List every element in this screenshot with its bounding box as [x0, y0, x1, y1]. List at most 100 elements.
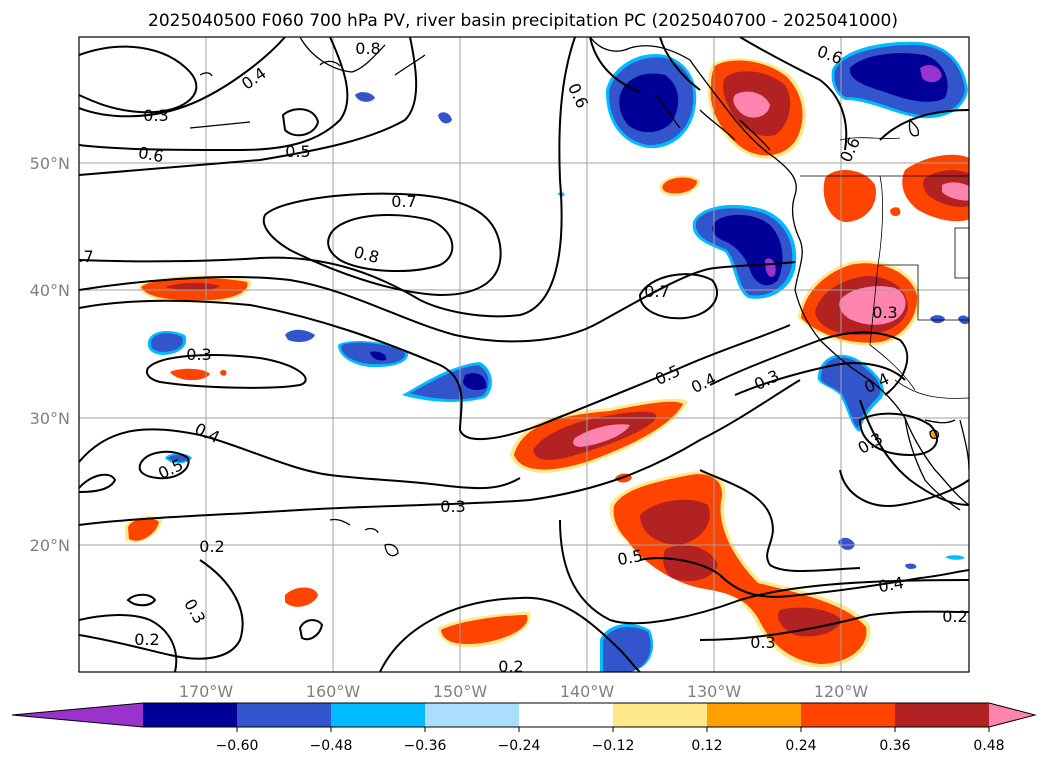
lat-label: 50°N: [30, 154, 70, 173]
colorbar-swatch: [613, 703, 708, 727]
shade-positive-11: [902, 154, 969, 222]
contour-label: 0.2: [942, 607, 967, 626]
contour-0.4-e: [699, 469, 861, 572]
colorbar-tick-label: −0.12: [592, 738, 635, 754]
lat-label: 30°N: [30, 409, 70, 428]
contour-0.6-b: [79, 261, 796, 343]
lat-label: 40°N: [30, 281, 70, 300]
contour-0.5-c: [79, 299, 791, 441]
contour-0.5-e: [79, 473, 117, 493]
contour-label: 0.7: [391, 192, 416, 211]
colorbar-tick-label: 0.48: [973, 738, 1004, 754]
colorbar-tick-label: 0.24: [785, 738, 816, 754]
colorbar-outline: [11, 702, 1037, 728]
colorbar-swatch: [801, 703, 896, 727]
contour-0.3-g: [126, 593, 157, 607]
contour-label: 0.3: [186, 345, 211, 364]
pv-contours: [79, 37, 969, 672]
contour-0.3-f: [79, 559, 244, 660]
contour-label: .7: [78, 247, 93, 266]
shade-positive-4: [285, 587, 318, 607]
shade-negative-7: [605, 54, 697, 149]
shade-positive-5: [438, 612, 531, 648]
contour-0.2-b: [699, 610, 969, 641]
contour-label: 0.7: [644, 282, 669, 301]
contour-0.3-b: [145, 354, 307, 389]
contour-label: 0.2: [134, 630, 159, 649]
contour-0.2-c: [79, 614, 178, 672]
shade-positive-6: [510, 398, 688, 473]
contour-0.7-a: [262, 192, 502, 297]
colorbar-swatch: [425, 703, 520, 727]
shade-negative-11: [600, 623, 654, 672]
shade-negative-10: [817, 354, 884, 432]
lon-label: 150°W: [433, 682, 488, 701]
contour-0.6-c: [879, 109, 969, 141]
political-borders: [800, 137, 969, 399]
lon-label: 120°W: [814, 682, 869, 701]
contour-0.6-a: [79, 37, 418, 176]
colorbar-tick-label: −0.60: [216, 738, 259, 754]
colorbar-swatch: [519, 703, 614, 727]
lon-label: 170°W: [179, 682, 234, 701]
contour-0.5-d: [138, 450, 190, 480]
shade-positive-2: [170, 368, 210, 381]
shade-positive-7: [609, 471, 871, 668]
shade-positive-3: [125, 515, 162, 543]
colorbar-tick-label: 0.36: [879, 738, 910, 754]
contour-0.7-c: [638, 273, 718, 320]
shade-positive-12: [798, 260, 921, 346]
colorbar-swatch: [707, 703, 802, 727]
contour-0.3-h: [298, 619, 324, 641]
contour-label: 0.2: [498, 657, 523, 676]
shade-negative-8: [692, 204, 797, 299]
contour-0.8: [327, 214, 454, 272]
shade-negative-2: [285, 329, 315, 343]
contour-0.5-f: [639, 557, 969, 598]
contour-0.3-c: [79, 379, 801, 526]
contour-0.3-d: [734, 362, 906, 396]
contour-0.4-c: [709, 331, 909, 396]
shade-negative-1: [147, 330, 187, 355]
contour-label: 0.3: [440, 497, 465, 516]
colorbar-swatch: [237, 703, 332, 727]
contour-0.4-a: [79, 45, 198, 114]
colorbar-swatch: [331, 703, 426, 727]
colorbar-swatch: [895, 703, 990, 727]
contour-0.4-b: [79, 428, 521, 490]
latitude-labels: 50°N 40°N 30°N 20°N: [30, 154, 70, 555]
shade-negative-4: [402, 362, 492, 402]
contour-label: 0.5: [616, 546, 644, 569]
contour-0.7-b: [79, 37, 576, 318]
colorbar-extend-high: [989, 703, 1035, 727]
contour-label: 0.4: [877, 573, 905, 596]
lon-label: 160°W: [306, 682, 361, 701]
contour-label: 0.2: [199, 537, 224, 556]
contour-label: 0.3: [872, 303, 897, 322]
longitude-labels: 170°W 160°W 150°W 140°W 130°W 120°W: [179, 682, 869, 701]
colorbar-swatch: [143, 703, 238, 727]
contour-0.2-d: [379, 596, 641, 672]
contour-0.6-e: [739, 37, 848, 151]
shade-negative-9: [831, 41, 968, 119]
contour-0.3-i: [859, 399, 969, 506]
contour-label: 0.3: [143, 106, 168, 125]
contour-label: 0.8: [355, 39, 380, 58]
contour-label: 0.6: [137, 143, 165, 166]
shade-negative-3: [338, 340, 409, 368]
colorbar-tick-label: 0.12: [691, 738, 722, 754]
figure-title: 2025040500 F060 700 hPa PV, river basin …: [148, 11, 898, 31]
contour-0.5-b: [281, 108, 320, 137]
contour-0.6-d: [589, 37, 701, 93]
colorbar-tick-label: −0.48: [310, 738, 353, 754]
contour-label: 0.5: [285, 142, 310, 161]
colorbar-tick-label: −0.24: [498, 738, 541, 754]
contour-0.3-e: [858, 412, 939, 457]
colorbar-tick-label: −0.36: [404, 738, 447, 754]
lat-label: 20°N: [30, 536, 70, 555]
shade-positive-8: [659, 175, 700, 197]
colorbar: −0.60 −0.48 −0.36 −0.24 −0.12 0.12 0.24 0.36 0.4…: [11, 702, 1037, 754]
precip-shading: [125, 41, 969, 672]
colorbar-extend-low: [12, 703, 143, 727]
contour-0.3-a: [79, 37, 286, 118]
